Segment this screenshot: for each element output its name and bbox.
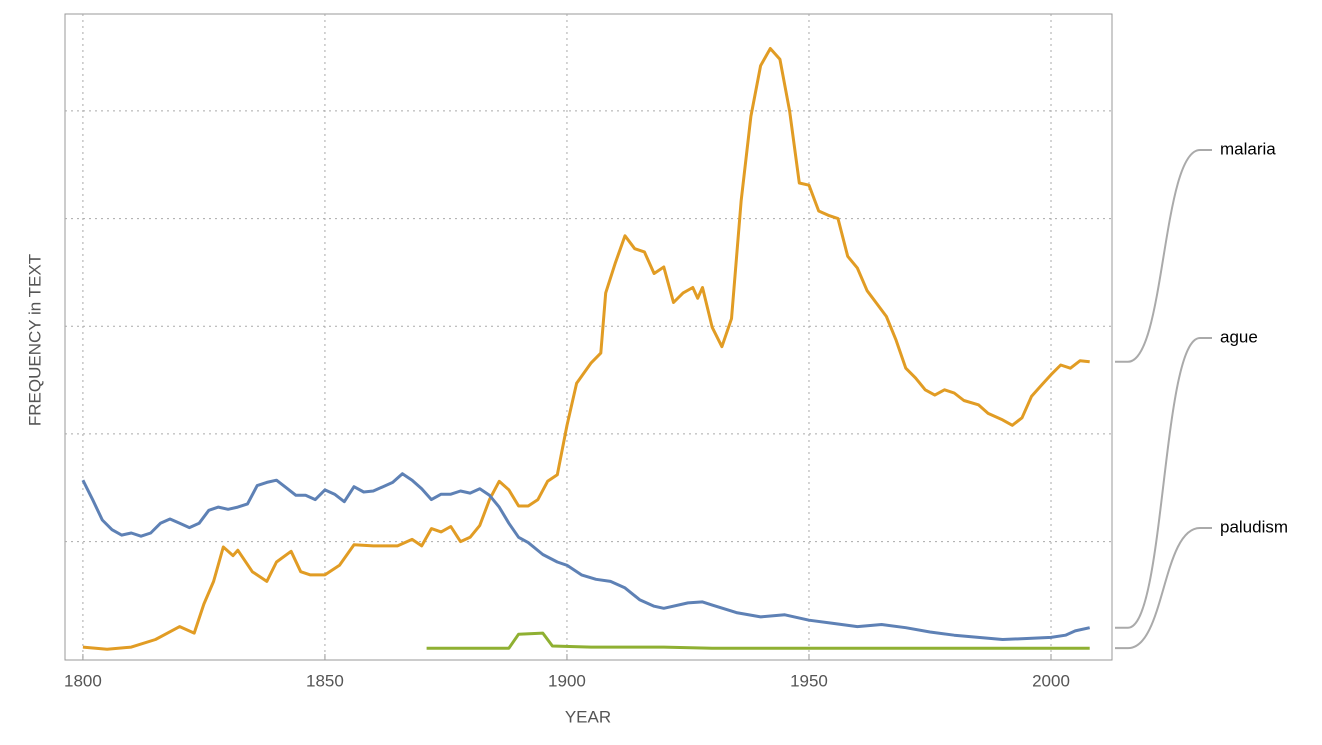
x-tick-label: 1800 bbox=[64, 671, 102, 690]
plot-frame bbox=[64, 13, 1113, 661]
x-tick-label: 2000 bbox=[1032, 671, 1070, 690]
x-axis-label: YEAR bbox=[565, 707, 611, 726]
legend-connector bbox=[1115, 149, 1212, 363]
legend-connector bbox=[1115, 337, 1212, 629]
line-series bbox=[82, 47, 1090, 651]
line-series bbox=[81, 472, 1091, 641]
x-tick-label: 1950 bbox=[790, 671, 828, 690]
x-tick-label: 1900 bbox=[548, 671, 586, 690]
legend-label: malaria bbox=[1220, 139, 1276, 158]
line-series bbox=[426, 631, 1090, 650]
legend-connector bbox=[1115, 527, 1212, 650]
legend-label: ague bbox=[1220, 327, 1258, 346]
y-axis-label: FREQUENCY in TEXT bbox=[25, 254, 44, 426]
legend-label: paludism bbox=[1220, 517, 1288, 536]
x-tick-label: 1850 bbox=[306, 671, 344, 690]
